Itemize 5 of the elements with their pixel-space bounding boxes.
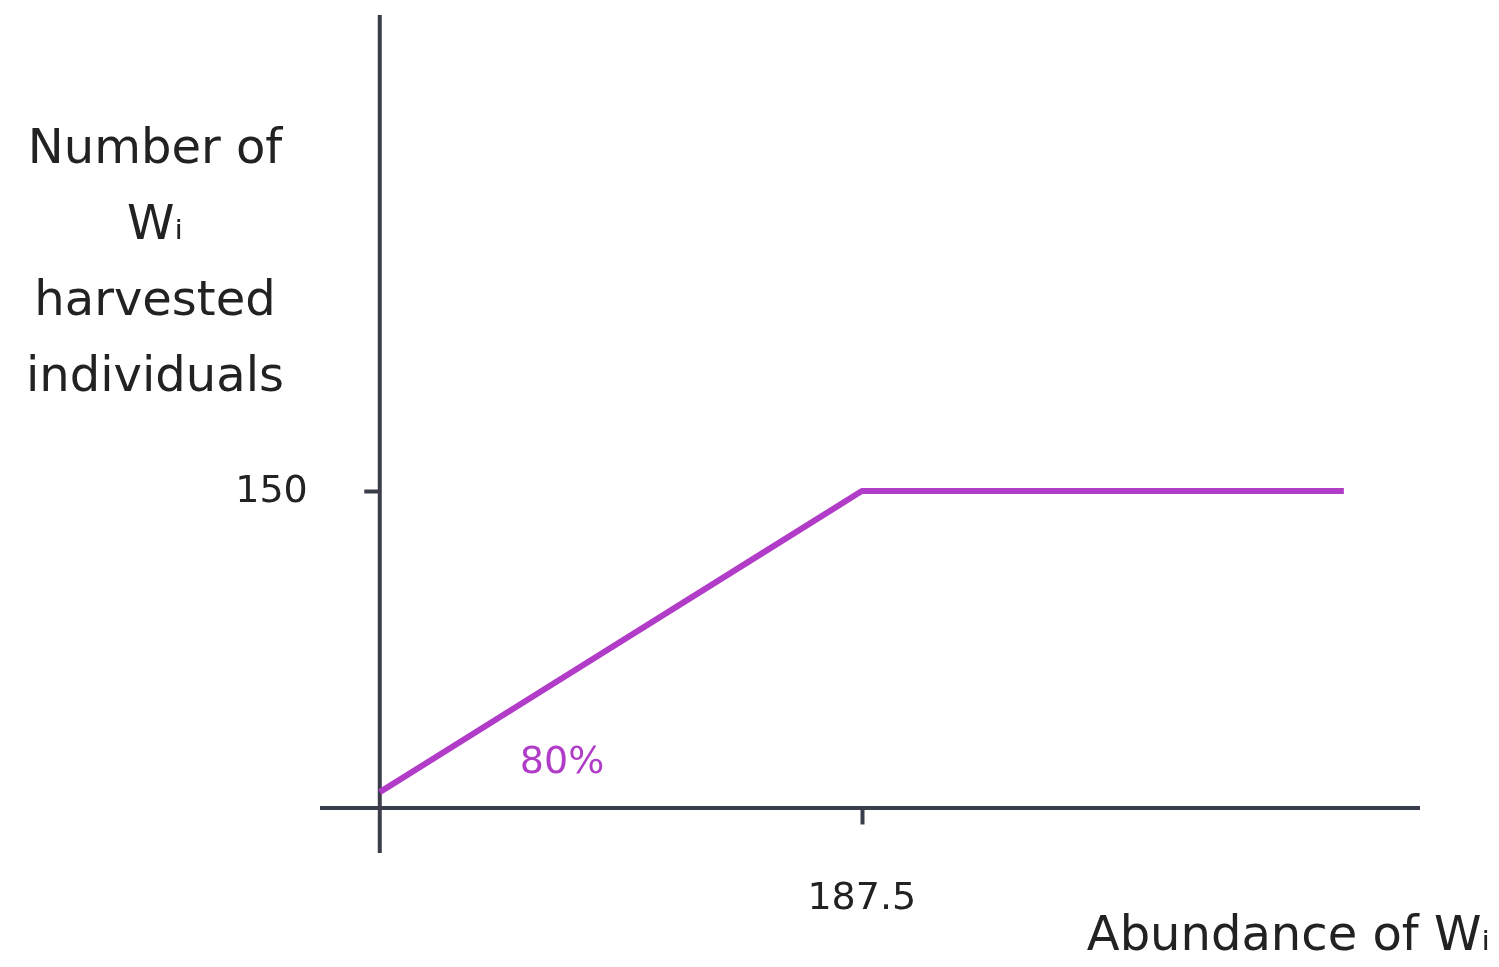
x-axis-title: Abundance of Wᵢ bbox=[1086, 904, 1490, 961]
annotation: 80% bbox=[519, 737, 605, 782]
y-axis-title: Number of Wᵢ harvested individuals bbox=[26, 118, 284, 402]
text: 150 bbox=[235, 467, 308, 512]
text: 187.5 bbox=[807, 873, 917, 918]
